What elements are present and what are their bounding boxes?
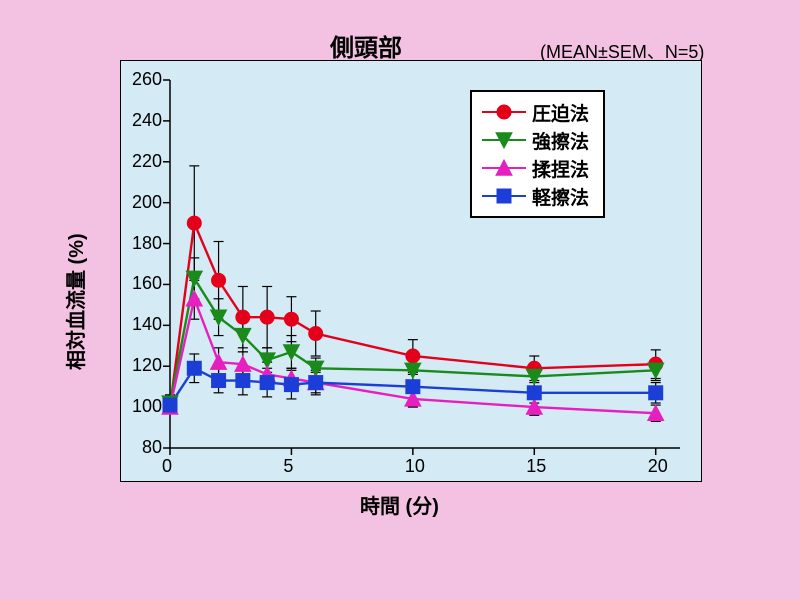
line-chart: [0, 0, 800, 600]
x-tick-label: 5: [283, 456, 293, 477]
y-tick-label: 220: [122, 151, 162, 172]
y-tick-label: 100: [122, 396, 162, 417]
y-tick-label: 160: [122, 273, 162, 294]
x-tick-label: 10: [405, 456, 425, 477]
legend-item: 圧迫法: [482, 98, 589, 126]
legend-swatch: [482, 130, 526, 150]
y-tick-label: 180: [122, 233, 162, 254]
legend-item: 揉捏法: [482, 154, 589, 182]
y-tick-label: 260: [122, 69, 162, 90]
legend-label: 軽擦法: [532, 183, 589, 210]
legend-label: 圧迫法: [532, 99, 589, 126]
y-tick-label: 80: [122, 437, 162, 458]
legend-swatch: [482, 158, 526, 178]
legend-item: 強擦法: [482, 126, 589, 154]
legend-swatch: [482, 102, 526, 122]
legend: 圧迫法強擦法揉捏法軽擦法: [470, 90, 605, 218]
legend-label: 揉捏法: [532, 155, 589, 182]
legend-item: 軽擦法: [482, 182, 589, 210]
legend-swatch: [482, 186, 526, 206]
y-tick-label: 240: [122, 110, 162, 131]
y-tick-label: 120: [122, 355, 162, 376]
x-tick-label: 15: [526, 456, 546, 477]
y-tick-label: 200: [122, 192, 162, 213]
x-tick-label: 20: [648, 456, 668, 477]
x-tick-label: 0: [162, 456, 172, 477]
y-tick-label: 140: [122, 314, 162, 335]
legend-label: 強擦法: [532, 127, 589, 154]
